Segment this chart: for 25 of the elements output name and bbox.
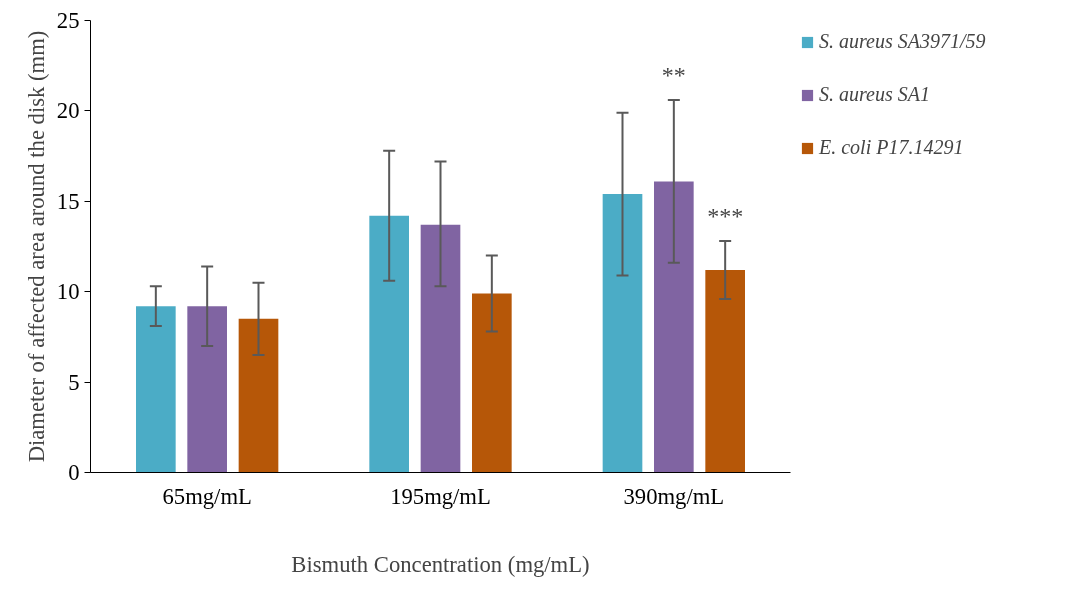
legend-label: S. aureus SA1 xyxy=(819,83,931,106)
bar xyxy=(238,318,279,473)
x-axis-title: Bismuth Concentration (mg/mL) xyxy=(291,551,590,577)
bar xyxy=(654,181,694,473)
y-tick-label: 5 xyxy=(68,369,80,395)
bar xyxy=(705,270,745,473)
annotation: ** xyxy=(661,62,686,89)
x-tick-label: 390mg/mL xyxy=(623,483,725,509)
bar xyxy=(187,306,227,473)
y-tick-label: 25 xyxy=(56,8,80,33)
legend-label: S. aureus SA3971/59 xyxy=(819,30,986,53)
bar xyxy=(136,306,176,473)
y-tick-label: 0 xyxy=(68,460,80,485)
bar xyxy=(602,194,643,473)
y-tick-label: 15 xyxy=(56,188,80,214)
y-tick-label: 20 xyxy=(56,98,80,124)
legend-label: E. coli P17.14291 xyxy=(819,136,965,159)
annotation: *** xyxy=(707,203,744,230)
bar xyxy=(472,293,512,473)
x-tick-label: 65mg/mL xyxy=(162,483,252,509)
x-tick-label: 195mg/mL xyxy=(390,483,491,509)
bar xyxy=(369,215,409,473)
bar xyxy=(420,224,461,473)
y-axis-title: Diameter of affected area around the disk (mm) xyxy=(23,30,49,463)
y-tick-label: 10 xyxy=(56,279,80,305)
